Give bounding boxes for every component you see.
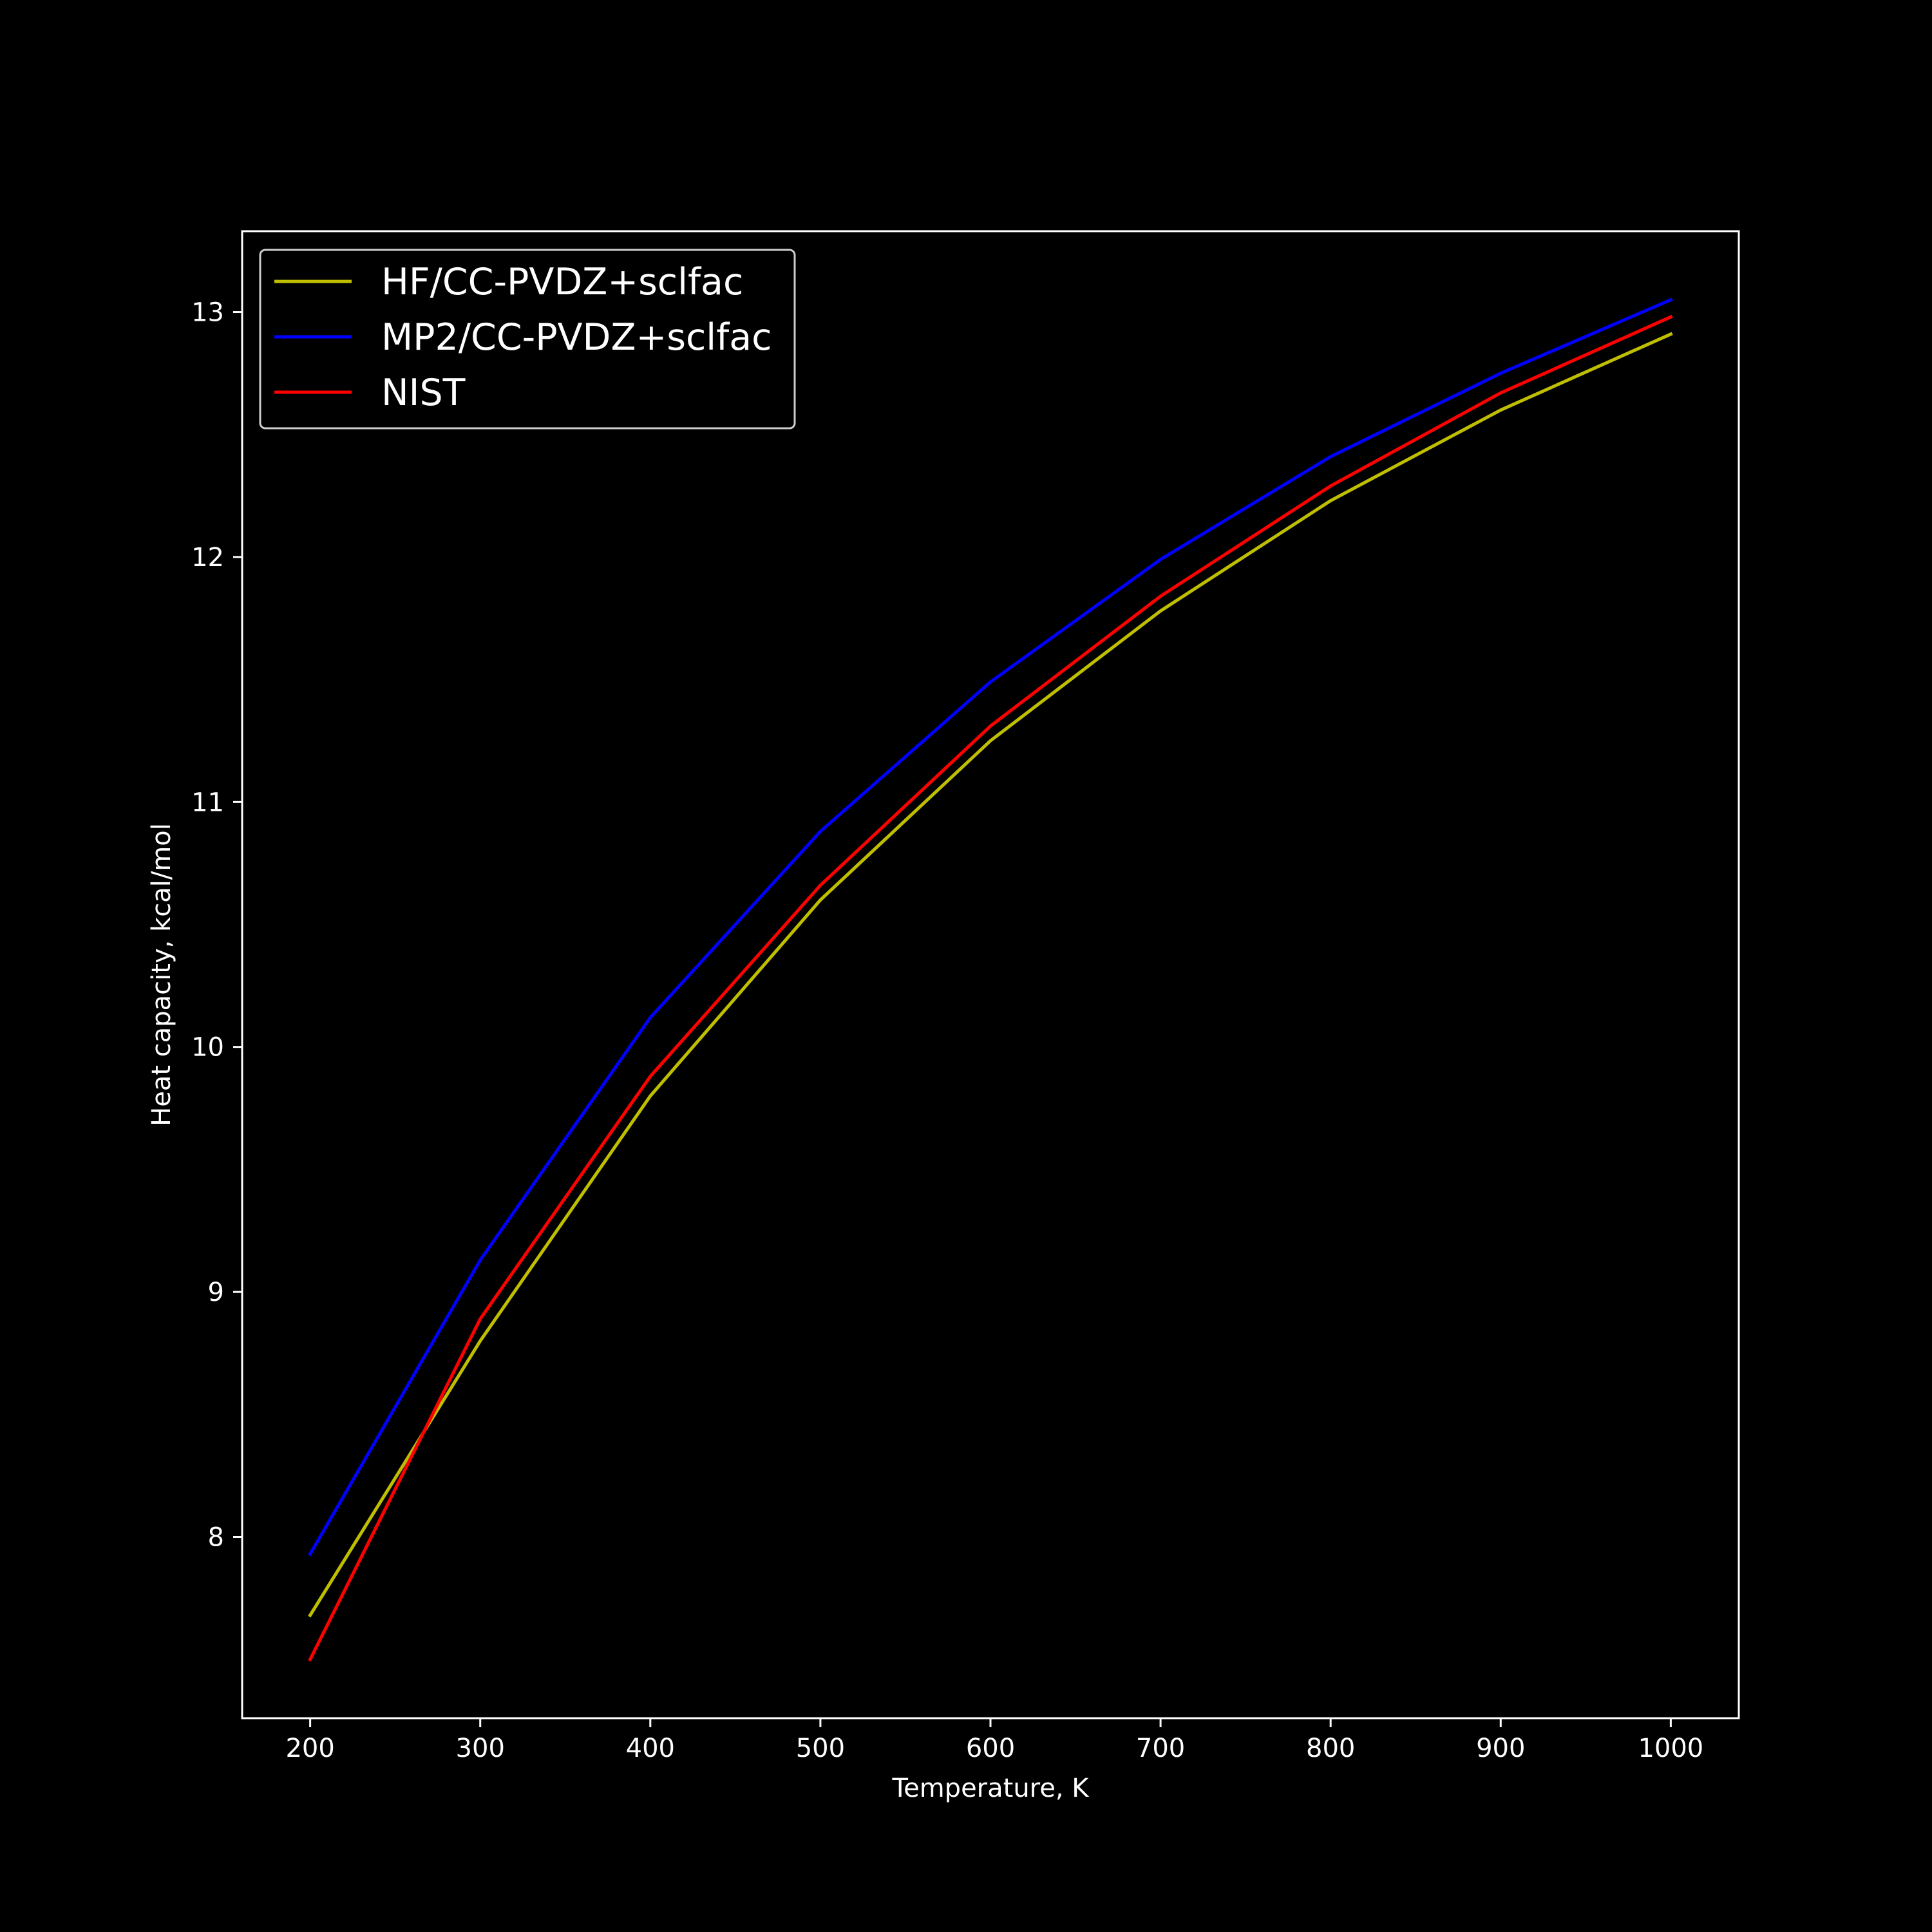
y-axis-label: Heat capacity, kcal/mol — [147, 823, 176, 1126]
x-tick-label: 1000 — [1638, 1734, 1703, 1763]
x-axis: 200 300 400 500 600 700 800 900 1000 — [285, 1718, 1703, 1763]
y-tick-label: 13 — [191, 298, 224, 328]
series-line-0 — [308, 332, 1673, 1618]
legend-label-0: HF/CC-PVDZ+sclfac — [381, 261, 743, 303]
legend-label-2: NIST — [381, 372, 466, 414]
legend: HF/CC-PVDZ+sclfac MP2/CC-PVDZ+sclfac NIST — [259, 249, 796, 430]
x-tick-label: 600 — [966, 1734, 1015, 1763]
y-tick-label: 8 — [208, 1523, 224, 1553]
y-tick-label: 12 — [191, 543, 224, 573]
y-axis: 8 9 10 11 12 13 — [191, 298, 242, 1553]
x-tick-label: 300 — [456, 1734, 505, 1763]
x-axis-label: Temperature, K — [891, 1774, 1090, 1803]
series-line-2 — [308, 314, 1673, 1662]
x-tick-label: 700 — [1136, 1734, 1185, 1763]
x-tick-label: 800 — [1306, 1734, 1355, 1763]
series-line-1 — [308, 298, 1673, 1557]
y-tick-label: 11 — [191, 788, 224, 817]
y-tick-label: 10 — [191, 1033, 224, 1063]
x-tick-label: 400 — [626, 1734, 675, 1763]
legend-box — [259, 249, 796, 430]
x-tick-label: 200 — [285, 1734, 334, 1763]
x-tick-label: 500 — [796, 1734, 845, 1763]
y-tick-label: 9 — [208, 1278, 224, 1307]
plot-lines — [308, 298, 1673, 1662]
legend-label-1: MP2/CC-PVDZ+sclfac — [381, 316, 772, 359]
x-tick-label: 900 — [1476, 1734, 1525, 1763]
